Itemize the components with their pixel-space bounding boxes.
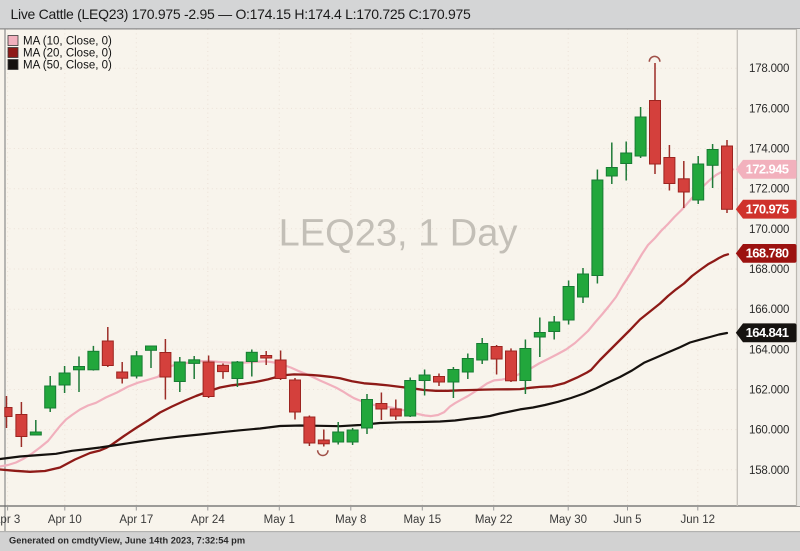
svg-text:164.000: 164.000 — [749, 344, 789, 356]
svg-text:MA (20, Close, 0): MA (20, Close, 0) — [23, 48, 112, 60]
svg-text:Jun 5: Jun 5 — [613, 514, 641, 526]
svg-text:Apr 24: Apr 24 — [191, 514, 225, 526]
svg-text:MA (10, Close, 0): MA (10, Close, 0) — [23, 36, 112, 48]
svg-text:Apr 10: Apr 10 — [48, 514, 82, 526]
svg-text:May 1: May 1 — [264, 514, 295, 526]
svg-text:160.000: 160.000 — [749, 425, 789, 437]
svg-text:170.000: 170.000 — [749, 224, 789, 236]
svg-text:172.945: 172.945 — [746, 162, 789, 177]
svg-text:158.000: 158.000 — [749, 465, 789, 477]
svg-text:May 8: May 8 — [335, 514, 366, 526]
svg-text:Live Cattle (LEQ23) 170.975 -2: Live Cattle (LEQ23) 170.975 -2.95 — O:17… — [11, 6, 472, 22]
svg-text:168.780: 168.780 — [746, 246, 789, 261]
svg-text:Jun 12: Jun 12 — [681, 514, 716, 526]
svg-text:176.000: 176.000 — [749, 103, 789, 115]
svg-text:LEQ23, 1 Day: LEQ23, 1 Day — [279, 213, 518, 255]
svg-text:May 30: May 30 — [549, 514, 587, 526]
svg-text:172.000: 172.000 — [749, 184, 789, 196]
svg-text:178.000: 178.000 — [749, 63, 789, 75]
svg-text:168.000: 168.000 — [749, 264, 789, 276]
svg-text:May 22: May 22 — [475, 514, 513, 526]
svg-text:Generated on cmdtyView, June 1: Generated on cmdtyView, June 14th 2023, … — [9, 536, 245, 546]
svg-text:May 15: May 15 — [403, 514, 441, 526]
svg-text:170.975: 170.975 — [746, 201, 789, 216]
svg-text:174.000: 174.000 — [749, 144, 789, 156]
svg-text:162.000: 162.000 — [749, 385, 789, 397]
svg-text:166.000: 166.000 — [749, 304, 789, 316]
svg-text:164.841: 164.841 — [746, 325, 789, 340]
svg-text:Apr 17: Apr 17 — [119, 514, 153, 526]
svg-text:MA (50, Close, 0): MA (50, Close, 0) — [23, 60, 112, 72]
svg-text:Apr 3: Apr 3 — [0, 514, 20, 526]
